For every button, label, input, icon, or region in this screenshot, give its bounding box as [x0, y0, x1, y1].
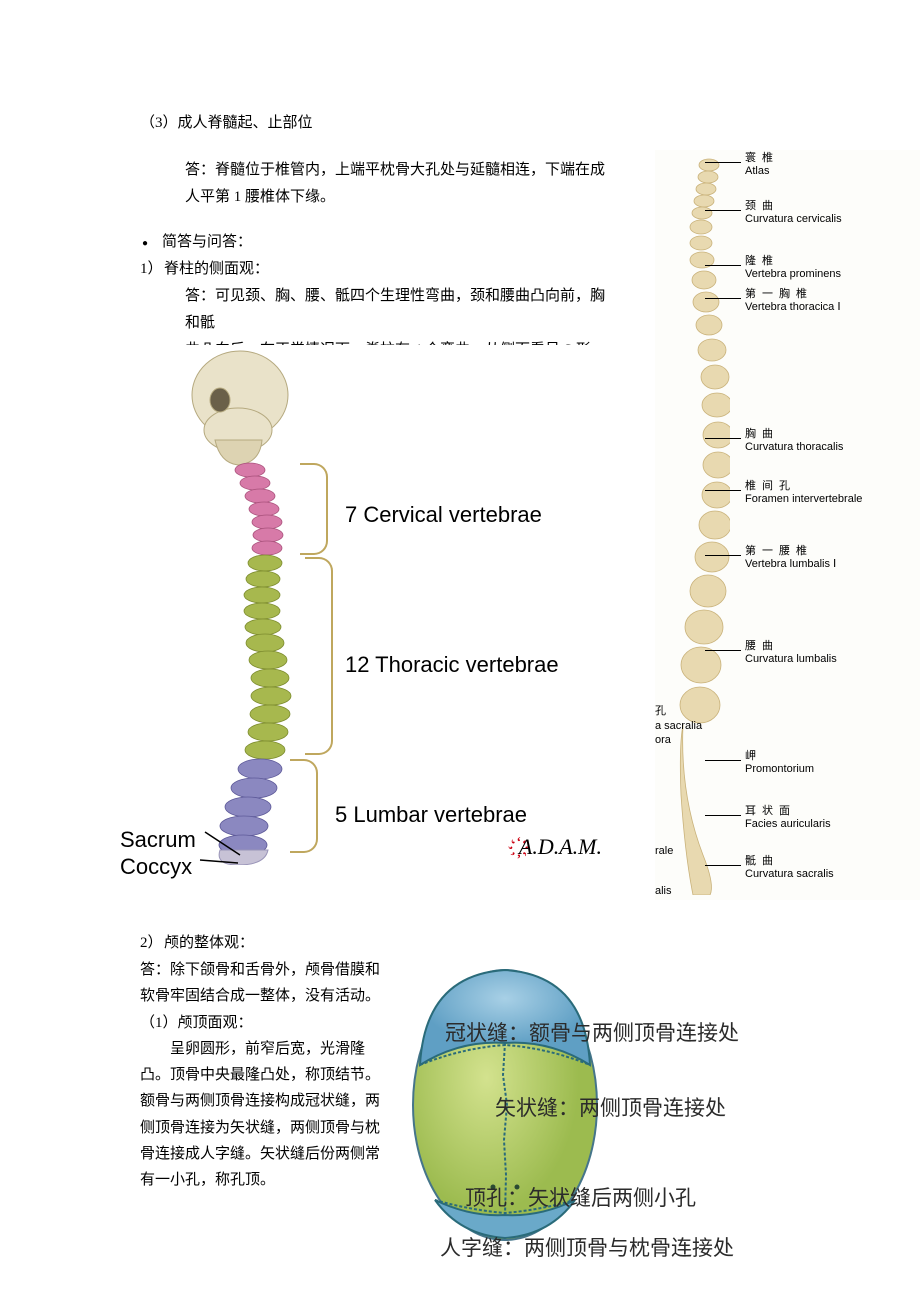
spine-column-svg: [675, 155, 730, 895]
skull-figure: 冠状缝：额骨与两侧顶骨连接处 矢状缝：两侧顶骨连接处 顶孔：矢状缝后两侧小孔 人…: [400, 955, 920, 1295]
bullet-icon: ●: [142, 235, 162, 253]
adam-leaders: [100, 345, 620, 875]
q2-num: 2）: [140, 930, 164, 957]
spine-label: 椎间孔Foramen intervertebrale: [745, 480, 862, 506]
spine-label: 隆椎Vertebra prominens: [745, 255, 841, 281]
cutoff-text: alis: [655, 885, 672, 898]
spine-label: 颈曲Curvatura cervicalis: [745, 200, 842, 226]
q1-l1: 答：可见颈、胸、腰、骶四个生理性弯曲，颈和腰曲凸向前，胸和骶: [185, 283, 610, 337]
label-parietal-foramen: 顶孔：矢状缝后两侧小孔: [465, 1180, 696, 1218]
spine-lateral-diagram: 寰椎Atlas 颈曲Curvatura cervicalis 隆椎Vertebra …: [655, 150, 920, 900]
q1-num: 1）: [140, 256, 164, 283]
cutoff-text: rale: [655, 845, 673, 858]
cutoff-text: ora: [655, 734, 671, 747]
bullet-heading: 简答与问答：: [162, 229, 252, 256]
q3-title: （3）成人脊髓起、止部位: [140, 110, 610, 137]
q2-title: 颅的整体观：: [164, 930, 254, 957]
cutoff-text: 孔: [655, 705, 666, 718]
q3-answer: 答：脊髓位于椎管内，上端平枕骨大孔处与延髓相连，下端在成人平第 1 腰椎体下缘。: [140, 157, 610, 211]
adam-spine-figure: 7 Cervical vertebrae 12 Thoracic vertebr…: [100, 345, 620, 875]
adam-logo: ҉A.D.A.M.: [519, 827, 602, 867]
q2-answer: 答：除下颌骨和舌骨外，颅骨借膜和软骨牢固结合成一整体，没有活动。: [140, 957, 390, 1010]
label-lambdoid-suture: 人字缝：两侧顶骨与枕骨连接处: [440, 1230, 734, 1268]
spine-label: 骶曲Curvatura sacralis: [745, 855, 834, 881]
q1-title: 脊柱的侧面观：: [164, 256, 269, 283]
spine-label: 岬Promontorium: [745, 750, 814, 776]
spine-label: 耳状面Facies auricularis: [745, 805, 831, 831]
spine-label: 寰椎Atlas: [745, 152, 779, 178]
q1-row: 1） 脊柱的侧面观：: [140, 256, 610, 283]
spine-label: 腰曲Curvatura lumbalis: [745, 640, 837, 666]
bullet-heading-row: ● 简答与问答：: [140, 229, 610, 256]
label-sagittal-suture: 矢状缝：两侧顶骨连接处: [495, 1090, 726, 1128]
cutoff-text: a sacralia: [655, 720, 702, 733]
spine-label: 胸曲Curvatura thoracalis: [745, 428, 843, 454]
q2-sub1-body: 呈卵圆形，前窄后宽，光滑隆凸。顶骨中央最隆凸处，称顶结节。额骨与两侧顶骨连接构成…: [140, 1036, 390, 1194]
label-coronal-suture: 冠状缝：额骨与两侧顶骨连接处: [445, 1015, 739, 1053]
spine-label: 第一胸椎Vertebra thoracica Ⅰ: [745, 288, 841, 314]
q2-sub1-title: （1）颅顶面观：: [140, 1010, 390, 1036]
spine-label: 第一腰椎Vertebra lumbalis Ⅰ: [745, 545, 836, 571]
